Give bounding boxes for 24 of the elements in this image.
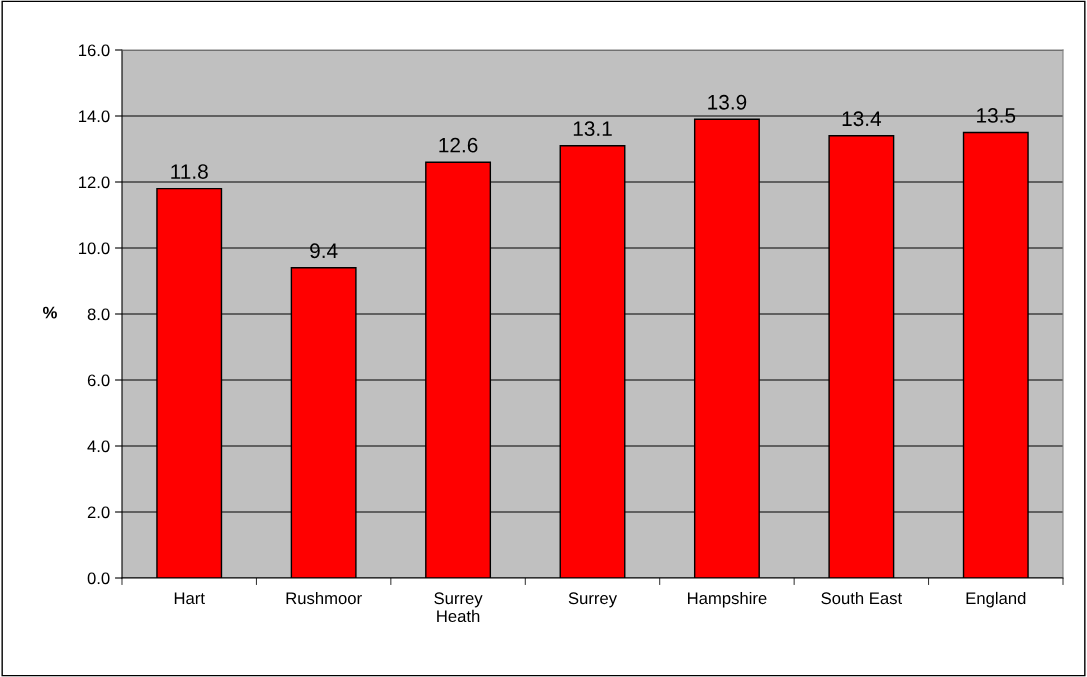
y-axis-title: % xyxy=(42,306,57,319)
data-label: 13.4 xyxy=(842,111,882,127)
y-tick-label: 12.0 xyxy=(79,176,110,189)
y-tick-label: 2.0 xyxy=(87,506,110,519)
y-tick-label: 6.0 xyxy=(87,374,110,387)
x-tick-label: England xyxy=(966,591,1026,608)
data-label: 9.4 xyxy=(310,243,338,259)
y-tick-label: 16.0 xyxy=(79,44,110,57)
y-tick-label: 0.0 xyxy=(87,572,110,585)
x-tick-label: Surrey xyxy=(568,592,618,608)
y-tick-label: 4.0 xyxy=(87,440,110,453)
y-tick-label: 14.0 xyxy=(79,110,110,123)
data-label: 13.5 xyxy=(977,108,1016,123)
x-tick-label: Rushmoor xyxy=(286,591,362,605)
data-label: 13.9 xyxy=(708,94,747,110)
data-label: 11.8 xyxy=(171,164,208,179)
x-tick-label: Surrey Heath xyxy=(434,592,483,623)
x-tick-label: Hampshire xyxy=(688,591,767,608)
x-tick-label: Hart xyxy=(174,592,205,605)
data-label: 12.6 xyxy=(439,137,478,153)
y-tick-label: 10.0 xyxy=(79,242,110,255)
data-label: 13.1 xyxy=(573,121,612,137)
x-tick-label: South East xyxy=(821,591,902,605)
y-tick-label: 8.0 xyxy=(87,308,110,321)
